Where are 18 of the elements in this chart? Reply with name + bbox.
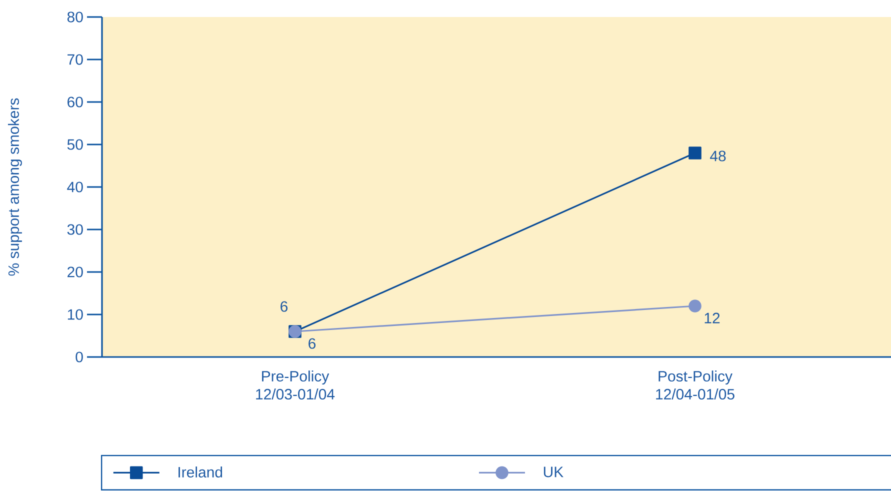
y-tick-label: 20 — [68, 266, 83, 278]
legend-label: Ireland — [178, 466, 222, 478]
data-label: 6 — [308, 338, 316, 349]
y-tick-label: 50 — [67, 139, 83, 150]
y-tick-label: 0 — [76, 352, 83, 362]
y-axis-title: % support among smokers — [8, 98, 22, 276]
data-label: 48 — [710, 150, 726, 162]
x-tick-label: Post-Policy 12/04-01/05 — [656, 370, 734, 400]
y-tick-label: 40 — [67, 182, 83, 192]
data-label: 6 — [280, 301, 288, 312]
legend-label: UK — [544, 466, 564, 478]
y-tick-label: 60 — [68, 96, 83, 108]
data-label: 12 — [704, 312, 720, 324]
y-tick-label: 30 — [67, 224, 83, 235]
y-tick-label: 70 — [68, 54, 83, 65]
y-tick-label: 10 — [68, 309, 83, 320]
y-tick-label: 80 — [67, 12, 83, 22]
x-tick-label: Pre-Policy 12/03-01/04 — [256, 370, 335, 400]
